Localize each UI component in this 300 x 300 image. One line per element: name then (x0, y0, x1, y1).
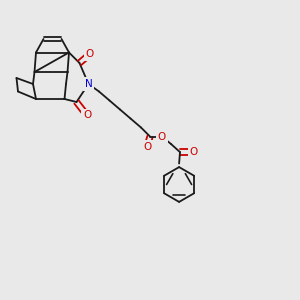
Text: O: O (189, 147, 198, 157)
Text: O: O (86, 49, 94, 59)
Text: O: O (143, 142, 151, 152)
Text: O: O (158, 131, 166, 142)
Text: O: O (83, 110, 91, 121)
Text: N: N (85, 79, 92, 89)
